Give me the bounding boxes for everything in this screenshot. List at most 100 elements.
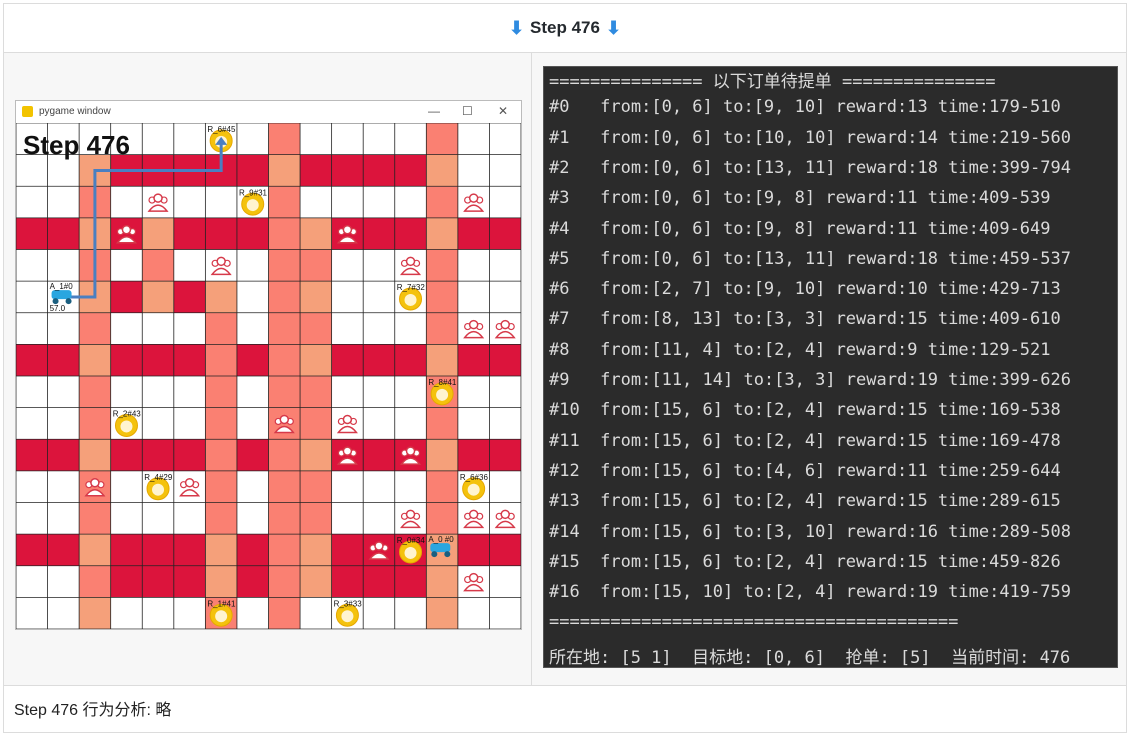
road-cell (205, 470, 237, 503)
step-title: Step 476 (530, 18, 600, 37)
road-cell (110, 344, 143, 376)
step-label: Step 476 (23, 130, 130, 160)
terminal-line: #3 from:[0, 6] to:[9, 8] reward:11 time:… (549, 188, 1051, 209)
terminal-line: #10 from:[15, 6] to:[2, 4] reward:15 tim… (549, 400, 1061, 421)
road-cell (363, 565, 395, 598)
road-cell (47, 344, 80, 376)
road-cell (426, 249, 458, 282)
customer-icon (463, 509, 485, 529)
road-cell (110, 439, 143, 471)
road-cell (268, 281, 301, 313)
window-title: pygame window (39, 106, 111, 117)
restaurant-icon-inner (246, 199, 259, 212)
restaurant-label: R_2#43 (113, 410, 142, 419)
restaurant-icon-inner (404, 293, 417, 306)
intersection-cell (79, 597, 111, 629)
road-cell (268, 217, 301, 250)
road-cell (16, 534, 48, 566)
down-arrow-icon: ⬇ (508, 17, 525, 38)
pygame-icon (22, 106, 33, 117)
road-cell (47, 534, 80, 566)
road-cell (394, 344, 427, 376)
customer-icon (494, 509, 516, 529)
road-cell (363, 344, 395, 376)
terminal-line: #13 from:[15, 6] to:[2, 4] reward:15 tim… (549, 491, 1061, 512)
customer-icon (115, 224, 137, 244)
road-cell (457, 344, 490, 376)
road-cell (110, 565, 143, 598)
terminal-line: #4 from:[0, 6] to:[9, 8] reward:11 time:… (549, 218, 1051, 239)
close-icon[interactable]: ✕ (498, 104, 509, 118)
road-cell (79, 312, 111, 345)
road-cell (142, 439, 174, 471)
road-cell (110, 534, 143, 566)
road-cell (205, 376, 237, 408)
route-path (63, 138, 223, 299)
road-cell (142, 565, 174, 598)
road-cell (142, 249, 174, 282)
road-cell (268, 597, 301, 629)
road-cell (489, 344, 521, 376)
restaurant-icon-inner (120, 420, 133, 433)
intersection-cell (205, 565, 237, 598)
restaurant-label: R_9#31 (239, 188, 268, 197)
road-cell (173, 281, 206, 313)
road-cell (268, 344, 301, 376)
customer-icon (463, 572, 485, 592)
restaurant-icon-inner (436, 388, 449, 401)
intersection-cell (79, 439, 111, 471)
agent-label: A_0 #0 (428, 535, 454, 544)
intersection-cell (300, 281, 332, 313)
restaurant-label: R_1#41 (207, 599, 236, 608)
customer-icon (368, 541, 390, 560)
road-cell (236, 217, 269, 250)
intersection-cell (300, 565, 332, 598)
customer-icon (210, 256, 232, 276)
customer-icon (400, 446, 422, 465)
road-cell (47, 217, 80, 250)
road-cell (79, 376, 111, 408)
restaurant-label: R_3#33 (334, 599, 363, 608)
road-cell (331, 154, 364, 187)
restaurant-icon-inner (341, 610, 354, 623)
courier-scooter-icon (430, 543, 451, 558)
minimize-icon[interactable]: — (428, 104, 440, 118)
road-cell (205, 217, 237, 250)
restaurant-icon-inner (215, 610, 228, 623)
road-cell (489, 217, 521, 250)
road-cell (457, 439, 490, 471)
road-cell (205, 344, 237, 376)
road-cell (79, 407, 111, 440)
road-cell (173, 217, 206, 250)
road-cell (331, 534, 364, 566)
intersection-cell (426, 217, 458, 250)
road-cell (268, 249, 301, 282)
terminal-line: #7 from:[8, 13] to:[3, 3] reward:15 time… (549, 309, 1061, 330)
terminal-line: #16 from:[15, 10] to:[2, 4] reward:19 ti… (549, 582, 1071, 603)
restaurant-icon-inner (152, 483, 165, 496)
road-cell (426, 123, 458, 155)
maximize-icon[interactable]: ☐ (462, 104, 473, 118)
road-cell (173, 439, 206, 471)
road-cell (47, 439, 80, 471)
customer-icon (336, 446, 358, 465)
road-cell (110, 281, 143, 313)
road-cell (16, 217, 48, 250)
restaurant-label: R_8#41 (428, 378, 457, 387)
content-row: pygame window — ☐ ✕ R_6#45 R_9#31 R_7#32 R_… (4, 53, 1126, 686)
terminal-line: #9 from:[11, 14] to:[3, 3] reward:19 tim… (549, 370, 1071, 390)
intersection-cell (205, 534, 237, 566)
road-cell (205, 502, 237, 535)
road-cell (16, 344, 48, 376)
customer-icon (84, 477, 106, 497)
terminal-line: #11 from:[15, 6] to:[2, 4] reward:15 tim… (549, 430, 1061, 451)
intersection-cell (426, 154, 458, 187)
intersection-cell (426, 344, 458, 376)
customer-icon (494, 319, 516, 339)
restaurant-label: R_4#29 (144, 473, 173, 482)
intersection-cell (79, 534, 111, 566)
map-grid: R_6#45 R_9#31 R_7#32 R_8#41 R_2#43 R_4#29 R_6#… (16, 123, 521, 629)
road-cell (205, 312, 237, 345)
road-cell (268, 186, 301, 218)
terminal-line: #15 from:[15, 6] to:[2, 4] reward:15 tim… (549, 551, 1061, 572)
